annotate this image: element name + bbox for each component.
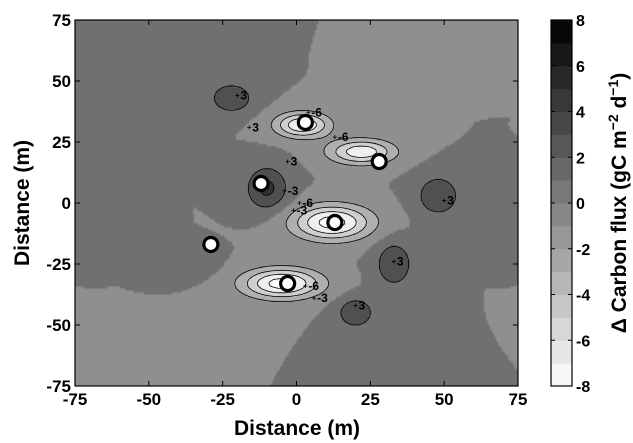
colorbar-tick-label: -8 <box>576 379 590 396</box>
colorbar-band <box>551 340 572 364</box>
tower-marker <box>370 152 388 171</box>
x-tick-label: 25 <box>361 390 380 409</box>
y-tick-label: -25 <box>46 255 71 274</box>
tower-marker <box>326 213 344 232</box>
colorbar-band <box>551 317 572 341</box>
colorbar-band <box>551 203 572 227</box>
contour-label: -6 <box>338 130 349 144</box>
colorbar-band <box>551 271 572 295</box>
colorbar-band <box>551 294 572 318</box>
contour-label-marker <box>442 198 447 203</box>
contour-label: 3 <box>359 298 366 312</box>
y-tick-label: -50 <box>46 316 71 335</box>
colorbar: 8 6 4 2 0 -2 -4 -6 -8 <box>550 13 590 396</box>
contour-line--2 <box>234 110 400 302</box>
y-tick-label: 25 <box>52 133 71 152</box>
tower-marker <box>296 113 314 132</box>
colorbar-band <box>551 225 572 250</box>
colorbar-tick-label: 2 <box>576 150 585 167</box>
x-tick-label: 50 <box>435 390 454 409</box>
contour-label-marker <box>291 208 296 213</box>
contour-label: 3 <box>397 255 404 269</box>
colorbar-band <box>551 248 572 273</box>
contour-label-marker <box>312 296 317 301</box>
colorbar-tick-label: 6 <box>576 59 585 76</box>
contour-label: -6 <box>308 279 319 293</box>
colorbar-band <box>551 134 572 158</box>
tower-marker <box>252 174 270 193</box>
contour-label: 3 <box>252 120 259 134</box>
tower-marker <box>279 274 297 293</box>
axes: -75 -50 -25 0 25 50 75 75 50 25 0 -25 -50 -75 <box>46 11 527 409</box>
plot-area: 33-6-63-3-3-6 33-6-33 <box>75 20 518 386</box>
contour-field <box>75 20 518 386</box>
x-axis-label: Distance (m) <box>234 417 360 440</box>
colorbar-band <box>551 111 572 135</box>
colorbar-band <box>551 20 572 44</box>
y-tick-label: 75 <box>52 11 71 30</box>
colorbar-band <box>551 65 572 90</box>
tower-marker <box>202 235 220 254</box>
y-tick-label: -75 <box>46 377 71 396</box>
colorbar-tick-label: 0 <box>576 196 585 213</box>
y-tick-label: 0 <box>62 194 71 213</box>
colorbar-band <box>551 42 572 67</box>
contour-label-marker <box>285 159 290 164</box>
colorbar-tick-label: -4 <box>576 288 590 305</box>
contour-label-marker <box>235 93 240 98</box>
contour-label-marker <box>306 110 311 115</box>
contour-label: 3 <box>447 194 454 208</box>
colorbar-label: Δ Carbon flux (gC m−2 d−1) <box>605 73 631 334</box>
colorbar-tick-label: 8 <box>576 13 585 30</box>
contour-label-marker <box>247 125 252 130</box>
contour-label: -6 <box>302 196 313 210</box>
x-tick-label: -75 <box>63 390 88 409</box>
colorbar-band <box>551 180 572 204</box>
contour-line--4 <box>246 114 388 298</box>
contour-label-marker <box>282 188 287 193</box>
contour-label-marker <box>297 201 302 205</box>
x-tick-label: 75 <box>509 390 528 409</box>
x-tick-label: -25 <box>210 390 235 409</box>
colorbar-band <box>551 88 572 112</box>
contour-label: 3 <box>240 89 247 103</box>
contour-label-marker <box>391 259 396 264</box>
colorbar-band <box>551 157 572 181</box>
contour-line-2 <box>214 85 456 326</box>
contour-label: 3 <box>291 155 298 169</box>
x-tick-label: -50 <box>137 390 162 409</box>
contour-label: -3 <box>317 291 328 305</box>
y-tick-label: 50 <box>52 72 71 91</box>
contour-label: -6 <box>311 106 322 120</box>
contour-label-marker <box>353 303 358 308</box>
contour-label-marker <box>303 283 308 288</box>
colorbar-tick-label: -6 <box>576 333 590 350</box>
contour-label: -3 <box>297 203 308 217</box>
colorbar-tick-label: 4 <box>576 105 585 122</box>
contour-label-marker <box>332 135 337 140</box>
colorbar-band <box>551 363 572 387</box>
x-tick-label: 0 <box>292 390 301 409</box>
colorbar-tick-label: -2 <box>576 242 590 259</box>
contour-label: -3 <box>288 184 299 198</box>
y-axis-label: Distance (m) <box>11 140 34 266</box>
